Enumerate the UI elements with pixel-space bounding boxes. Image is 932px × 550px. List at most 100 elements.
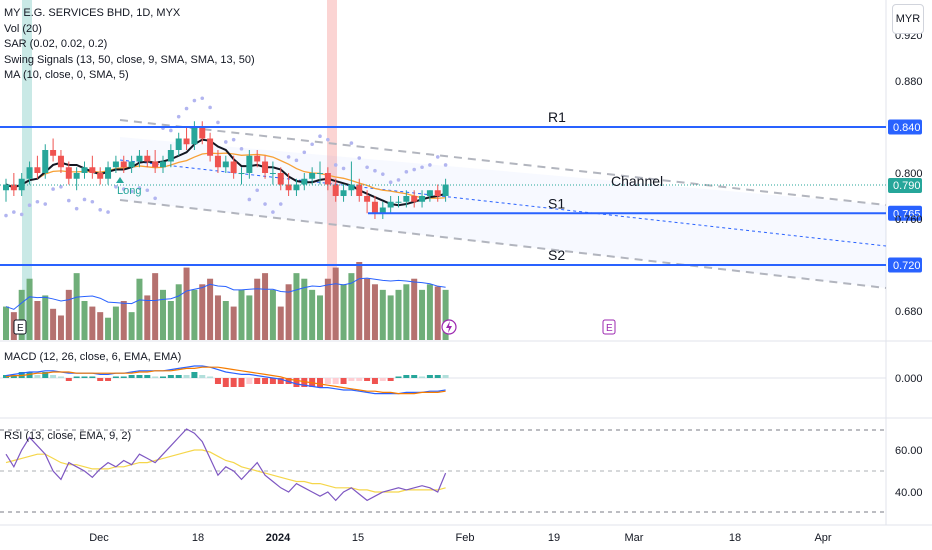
macd-pane-label[interactable]: MACD (12, 26, close, 6, EMA, EMA) (4, 351, 182, 363)
candle[interactable] (207, 138, 214, 156)
currency-button[interactable]: MYR (892, 4, 924, 34)
candle[interactable] (332, 184, 339, 197)
candle[interactable] (199, 127, 206, 139)
rsi-signal-line (5, 449, 446, 493)
macd-histogram-bar (57, 376, 64, 378)
candle[interactable] (128, 161, 135, 168)
candle[interactable] (191, 127, 198, 145)
volume-bar (175, 284, 182, 340)
candle[interactable] (160, 161, 166, 168)
candle[interactable] (246, 155, 253, 173)
candle[interactable] (419, 196, 426, 202)
candle[interactable] (3, 184, 9, 191)
candle[interactable] (301, 178, 308, 185)
macd-histogram-bar (152, 376, 159, 378)
indicator-ma[interactable]: MA (10, close, 0, SMA, 5) (4, 69, 129, 81)
sar-dot (428, 163, 432, 167)
candle[interactable] (167, 150, 174, 162)
candle[interactable] (136, 155, 143, 162)
volume-bar (411, 278, 418, 340)
candle[interactable] (340, 190, 347, 196)
candle[interactable] (277, 173, 284, 185)
sar-dot (200, 96, 205, 101)
candle[interactable] (89, 167, 96, 173)
candle[interactable] (356, 184, 363, 197)
candle[interactable] (175, 138, 182, 151)
volume-bar (97, 312, 104, 340)
candle[interactable] (348, 184, 355, 191)
sar-dot (19, 212, 24, 217)
candle[interactable] (50, 150, 57, 156)
rsi-pane-label[interactable]: RSI (13, close, EMA, 9, 2) (4, 430, 132, 442)
candle[interactable] (214, 155, 221, 168)
macd-histogram-bar (81, 376, 88, 378)
candle[interactable] (73, 173, 80, 179)
support-resistance-levels[interactable]: R1 0.840 S1 0.765 S2 0.720 (0, 109, 922, 273)
indicator-sar[interactable]: SAR (0.02, 0.02, 0.2) (4, 38, 108, 50)
candle[interactable] (65, 167, 72, 179)
time-label: Feb (456, 532, 475, 544)
candle[interactable] (395, 201, 402, 203)
swing-signal-line (5, 152, 446, 199)
candle[interactable] (371, 201, 378, 214)
candle[interactable] (97, 173, 104, 179)
candle[interactable] (285, 184, 292, 191)
candle[interactable] (309, 173, 316, 179)
macd-histogram-bar (332, 378, 339, 384)
volume-bar (340, 284, 347, 340)
candle[interactable] (152, 161, 159, 168)
candle[interactable] (230, 161, 237, 174)
candle[interactable] (324, 173, 331, 185)
upcoming-earnings-marker[interactable]: E (602, 319, 616, 335)
candle[interactable] (364, 196, 371, 202)
sar-dot (35, 199, 40, 204)
candle[interactable] (112, 161, 119, 168)
earnings-marker[interactable]: E (13, 319, 27, 335)
candle[interactable] (105, 167, 112, 179)
volume-bar (403, 284, 410, 340)
sar-dot (192, 98, 197, 103)
sar-dot (98, 208, 102, 212)
macd-histogram-bar (426, 375, 433, 378)
candle[interactable] (81, 167, 88, 173)
candle[interactable] (387, 201, 394, 208)
candle[interactable] (42, 150, 49, 173)
macd-histogram-bar (128, 375, 135, 378)
candle[interactable] (262, 161, 269, 174)
candle[interactable] (10, 184, 17, 191)
time-axis-labels[interactable]: Dec 18 2024 15 Feb 19 Mar 18 Apr (89, 532, 832, 544)
candle[interactable] (34, 167, 41, 173)
volume-bar (34, 301, 41, 340)
candle[interactable] (434, 190, 441, 196)
indicator-volume[interactable]: Vol (20) (4, 22, 42, 35)
dividend-marker[interactable] (441, 319, 457, 335)
time-label: Mar (625, 532, 644, 544)
candle[interactable] (222, 161, 229, 168)
candle[interactable] (254, 155, 261, 162)
candle[interactable] (426, 190, 433, 196)
candle[interactable] (238, 173, 245, 174)
candlesticks[interactable] (3, 121, 449, 219)
candle[interactable] (26, 167, 33, 179)
candle[interactable] (411, 196, 418, 202)
sar-dot (302, 150, 307, 155)
sar-dot (208, 105, 212, 110)
candle[interactable] (317, 173, 323, 174)
candle[interactable] (442, 184, 449, 197)
candle[interactable] (379, 207, 386, 214)
candle[interactable] (403, 196, 410, 202)
volume-bar (269, 289, 276, 340)
candle[interactable] (120, 161, 127, 168)
symbol-title[interactable]: MY E.G. SERVICES BHD, 1D, MYX (4, 7, 181, 19)
candle[interactable] (269, 173, 276, 174)
candle[interactable] (183, 138, 190, 145)
volume-bar (434, 286, 441, 340)
volume-bar (214, 295, 221, 340)
level-tag-s2: 0.720 (893, 260, 921, 272)
candle[interactable] (293, 184, 300, 191)
candle[interactable] (57, 155, 64, 168)
candle[interactable] (144, 155, 151, 162)
indicator-swing-signals[interactable]: Swing Signals (13, 50, close, 9, SMA, SM… (4, 53, 255, 66)
